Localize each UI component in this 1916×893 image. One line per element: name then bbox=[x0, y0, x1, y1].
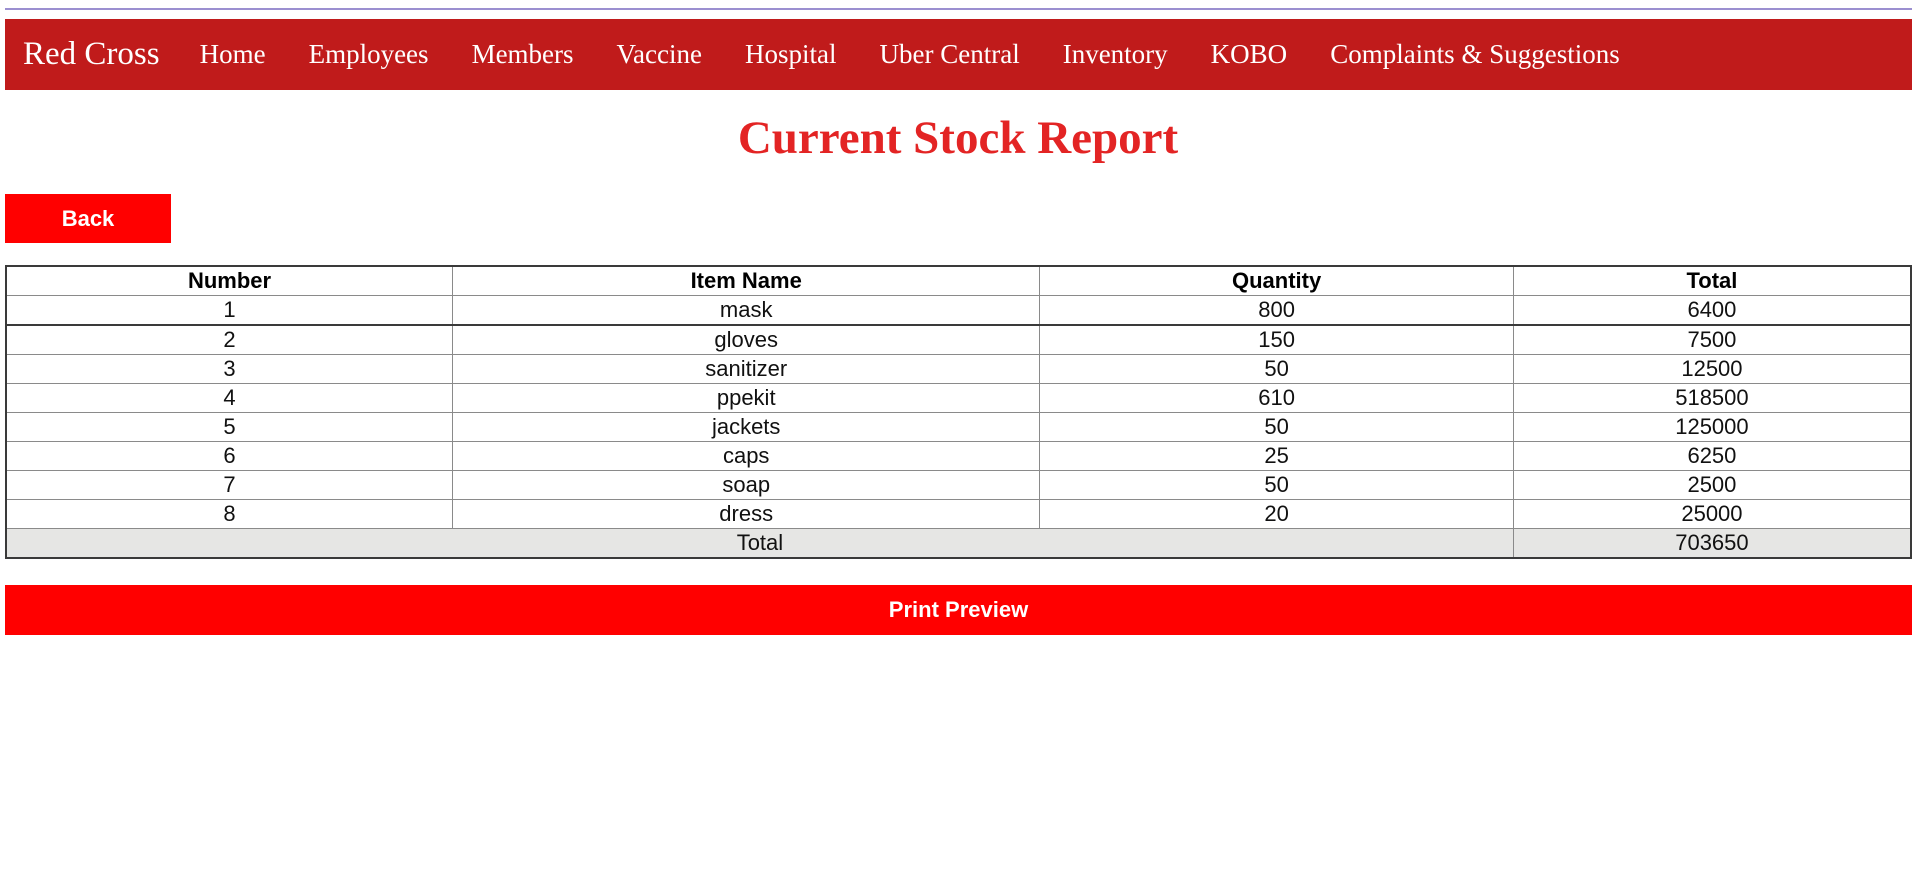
cell-quantity: 150 bbox=[1039, 324, 1514, 355]
table-row: 8 dress 20 25000 bbox=[5, 499, 1912, 529]
nav-item-complaints-suggestions[interactable]: Complaints & Suggestions bbox=[1330, 39, 1620, 69]
cell-quantity: 610 bbox=[1039, 383, 1514, 413]
nav-item-kobo[interactable]: KOBO bbox=[1210, 39, 1288, 69]
table-row: 2 gloves 150 7500 bbox=[5, 324, 1912, 355]
cell-item-name: gloves bbox=[452, 324, 1041, 355]
header-item-name: Item Name bbox=[452, 265, 1041, 296]
cell-number: 3 bbox=[5, 354, 454, 384]
table-row: 1 mask 800 6400 bbox=[5, 295, 1912, 326]
cell-quantity: 50 bbox=[1039, 354, 1514, 384]
cell-total: 518500 bbox=[1512, 383, 1912, 413]
cell-item-name: dress bbox=[452, 499, 1041, 529]
nav-item-uber-central[interactable]: Uber Central bbox=[879, 39, 1020, 69]
nav-item-employees[interactable]: Employees bbox=[308, 39, 429, 69]
cell-item-name: caps bbox=[452, 441, 1041, 471]
table-header-row: Number Item Name Quantity Total bbox=[5, 265, 1912, 296]
nav-item-home[interactable]: Home bbox=[199, 39, 266, 69]
cell-total: 6400 bbox=[1512, 295, 1912, 326]
header-total: Total bbox=[1512, 265, 1912, 296]
nav-item-members[interactable]: Members bbox=[471, 39, 574, 69]
header-number: Number bbox=[5, 265, 454, 296]
cell-total: 125000 bbox=[1512, 412, 1912, 442]
table-row: 7 soap 50 2500 bbox=[5, 470, 1912, 500]
cell-item-name: mask bbox=[452, 295, 1041, 326]
cell-total: 7500 bbox=[1512, 324, 1912, 355]
cell-number: 5 bbox=[5, 412, 454, 442]
main-navbar: Red Cross Home Employees Members Vaccine… bbox=[5, 19, 1912, 90]
cell-number: 6 bbox=[5, 441, 454, 471]
cell-quantity: 50 bbox=[1039, 412, 1514, 442]
brand-link[interactable]: Red Cross bbox=[23, 36, 160, 72]
cell-number: 1 bbox=[5, 295, 454, 326]
cell-quantity: 20 bbox=[1039, 499, 1514, 529]
nav-item-hospital[interactable]: Hospital bbox=[745, 39, 837, 69]
cell-quantity: 25 bbox=[1039, 441, 1514, 471]
table-row: 4 ppekit 610 518500 bbox=[5, 383, 1912, 413]
cell-item-name: soap bbox=[452, 470, 1041, 500]
table-row: 6 caps 25 6250 bbox=[5, 441, 1912, 471]
page-title: Current Stock Report bbox=[737, 112, 1179, 164]
stock-report-table: Number Item Name Quantity Total 1 mask 8… bbox=[5, 265, 1912, 559]
nav-item-inventory[interactable]: Inventory bbox=[1062, 39, 1168, 69]
cell-quantity: 800 bbox=[1039, 295, 1514, 326]
cell-number: 7 bbox=[5, 470, 454, 500]
nav-item-vaccine[interactable]: Vaccine bbox=[616, 39, 702, 69]
cell-quantity: 50 bbox=[1039, 470, 1514, 500]
cell-item-name: jackets bbox=[452, 412, 1041, 442]
cell-item-name: ppekit bbox=[452, 383, 1041, 413]
total-value: 703650 bbox=[1512, 528, 1912, 559]
table-row: 5 jackets 50 125000 bbox=[5, 412, 1912, 442]
print-preview-button[interactable]: Print Preview bbox=[5, 585, 1912, 635]
cell-number: 2 bbox=[5, 324, 454, 355]
cell-number: 8 bbox=[5, 499, 454, 529]
cell-item-name: sanitizer bbox=[452, 354, 1041, 384]
cell-total: 6250 bbox=[1512, 441, 1912, 471]
table-total-row: Total 703650 bbox=[5, 528, 1912, 559]
cell-number: 4 bbox=[5, 383, 454, 413]
back-button[interactable]: Back bbox=[5, 194, 171, 243]
header-quantity: Quantity bbox=[1039, 265, 1514, 296]
cell-total: 2500 bbox=[1512, 470, 1912, 500]
top-divider bbox=[5, 8, 1912, 10]
total-label: Total bbox=[5, 528, 1514, 559]
cell-total: 12500 bbox=[1512, 354, 1912, 384]
table-row: 3 sanitizer 50 12500 bbox=[5, 354, 1912, 384]
cell-total: 25000 bbox=[1512, 499, 1912, 529]
